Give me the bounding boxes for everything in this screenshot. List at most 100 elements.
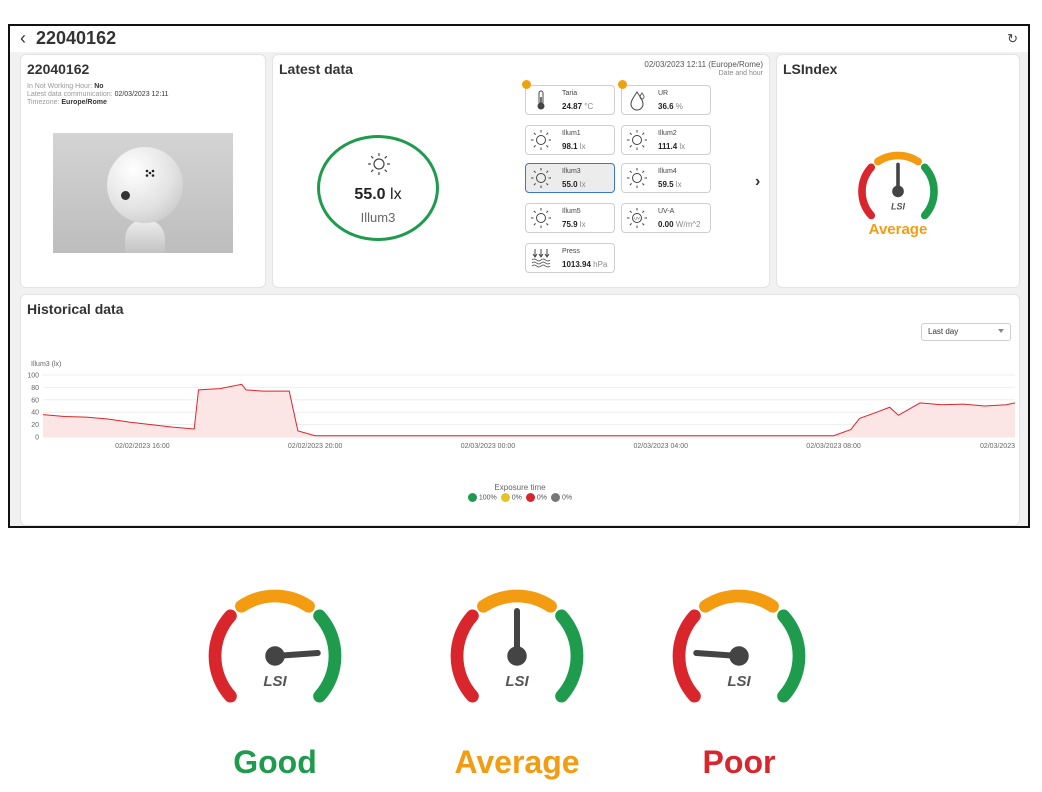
gauge-average: LSI	[450, 589, 584, 703]
sun-icon	[627, 168, 647, 188]
gauge-green-arc	[313, 609, 342, 703]
y-tick-label: 60	[31, 397, 39, 404]
gauge-pivot	[265, 646, 285, 666]
sensor-mark-icon	[145, 169, 155, 177]
sun-icon	[368, 153, 390, 175]
thermometer-icon	[537, 90, 545, 110]
sensor-tile-illum4[interactable]: Illum4 59.5 lx	[621, 163, 711, 193]
sensor-value: 0.00 W/m^2	[658, 220, 701, 229]
sensor-value: 75.9 lx	[562, 220, 586, 229]
sensor-unit: lx	[673, 180, 682, 189]
y-axis-label: Illum3 (lx)	[31, 361, 61, 368]
lsindex-gauge: LSI	[858, 151, 938, 220]
datetime-caption: Date and hour	[718, 70, 763, 77]
gauge-red-arc	[858, 163, 876, 220]
legend-dot	[467, 493, 477, 502]
sensor-name: UR	[658, 90, 669, 97]
sensor-unit: °C	[582, 102, 594, 111]
next-arrow-icon[interactable]: ›	[755, 173, 761, 190]
gauge-orange-arc	[699, 589, 779, 613]
gauge-red-arc	[450, 609, 479, 703]
refresh-icon[interactable]: ↻	[1007, 31, 1018, 46]
series-line	[42, 383, 1016, 437]
y-tick-label: 20	[31, 422, 39, 429]
gauge-label-average: Average	[454, 744, 580, 780]
sensor-tile-press[interactable]: Press 1013.94 hPa	[525, 243, 615, 273]
info-timezone: Timezone: Europe/Rome	[27, 99, 107, 106]
lsi-logo: LSI	[727, 673, 751, 690]
latest-data-card: Latest data 02/03/2023 12:11 (Europe/Rom…	[272, 54, 770, 288]
sensor-unit: hPa	[590, 260, 608, 269]
alert-dot	[522, 80, 531, 89]
gauge-poor: LSI	[672, 589, 806, 703]
sensor-tile-illum1[interactable]: Illum1 98.1 lx	[525, 125, 615, 155]
info-not-working-hour: In Not Working Hour: No	[27, 83, 104, 90]
sensor-name: Press	[562, 248, 580, 255]
lsi-logo: LSI	[263, 673, 287, 690]
sensor-name: Illum2	[658, 130, 677, 137]
sensor-unit: lx	[577, 180, 586, 189]
alert-dot	[618, 80, 627, 89]
lsi-logo: LSI	[891, 201, 906, 211]
y-tick-label: 0	[35, 435, 39, 442]
latest-data-title: Latest data	[279, 61, 353, 77]
sensor-unit: lx	[577, 220, 586, 229]
sensor-tile-illum3[interactable]: Illum3 55.0 lx	[525, 163, 615, 193]
sensor-unit: %	[673, 102, 683, 111]
sun-icon	[531, 208, 551, 228]
legend-item: 0%	[525, 493, 548, 502]
x-tick-label: 02/03/2023 08:00	[806, 443, 861, 450]
lsindex-status: Average	[868, 221, 928, 238]
gauge-orange-arc	[874, 151, 922, 166]
range-select[interactable]: Last day	[921, 323, 1011, 341]
sensor-name: Illum4	[658, 168, 677, 175]
sensor-value: 24.87 °C	[562, 102, 594, 111]
legend-label: 0%	[511, 494, 522, 502]
legend: 100% 0% 0% 0%	[21, 493, 1019, 502]
device-stand	[125, 219, 165, 253]
device-card-title: 22040162	[27, 61, 90, 77]
latest-datetime: 02/03/2023 12:11 (Europe/Rome) Date and …	[644, 60, 763, 78]
sensor-unit: W/m^2	[673, 220, 701, 229]
sensor-value: 59.5 lx	[658, 180, 682, 189]
page-title: 22040162	[36, 28, 117, 48]
series-area	[43, 384, 1015, 437]
x-tick-label: 02/03/2023 00:00	[461, 443, 516, 450]
sensor-name: Illum1	[562, 130, 581, 137]
device-info: In Not Working Hour: No Latest data comm…	[27, 83, 169, 107]
gauge-orange-arc	[235, 589, 315, 613]
sensor-tile-taria[interactable]: Taria 24.87 °C	[522, 80, 615, 115]
app-window: ‹ 22040162 ↻ 22040162 In Not Working Hou…	[8, 24, 1030, 528]
sensor-tile-illum5[interactable]: Illum5 75.9 lx	[525, 203, 615, 233]
legend-title: Exposure time	[494, 483, 546, 492]
gauge-red-arc	[208, 609, 237, 703]
top-bar: ‹ 22040162 ↻	[10, 26, 1028, 52]
gauge-green-arc	[920, 163, 938, 220]
legend-label: 0%	[536, 494, 548, 502]
back-icon[interactable]: ‹	[20, 28, 26, 48]
sensor-tile-illum2[interactable]: Illum2 111.4 lx	[621, 125, 711, 155]
device-card: 22040162 In Not Working Hour: No Latest …	[20, 54, 266, 288]
sensor-tile-ur[interactable]: UR 36.6 %	[618, 80, 711, 115]
gauge-pivot	[892, 185, 904, 198]
legend-item: 0%	[500, 493, 522, 502]
historical-card: Historical data Last day Illum3 (lx) 0 20 4…	[20, 294, 1020, 526]
svg-text:UV: UV	[634, 216, 640, 221]
sensor-name: Illum5	[562, 208, 581, 215]
info-latest-communication: Latest data communication: 02/03/2023 12…	[27, 91, 169, 98]
legend-item: 100%	[467, 493, 497, 502]
gauge-label-good: Good	[233, 744, 317, 780]
sun-icon	[531, 168, 551, 188]
sensor-tile-uv-a[interactable]: UV UV-A 0.00 W/m^2	[621, 203, 711, 233]
gauge-good: LSI	[208, 589, 342, 703]
x-tick-label: 02/03/2023 04:00	[634, 443, 689, 450]
sun-icon	[627, 130, 647, 150]
sensor-sphere	[107, 147, 183, 223]
sensor-value: 36.6 %	[658, 102, 683, 111]
lsi-logo: LSI	[505, 673, 529, 690]
gauge-orange-arc	[477, 589, 557, 613]
sensor-value: 111.4 lx	[658, 142, 686, 151]
y-tick-label: 40	[31, 410, 39, 417]
gauge-pivot	[507, 646, 527, 666]
legend-item: 0%	[551, 493, 572, 502]
